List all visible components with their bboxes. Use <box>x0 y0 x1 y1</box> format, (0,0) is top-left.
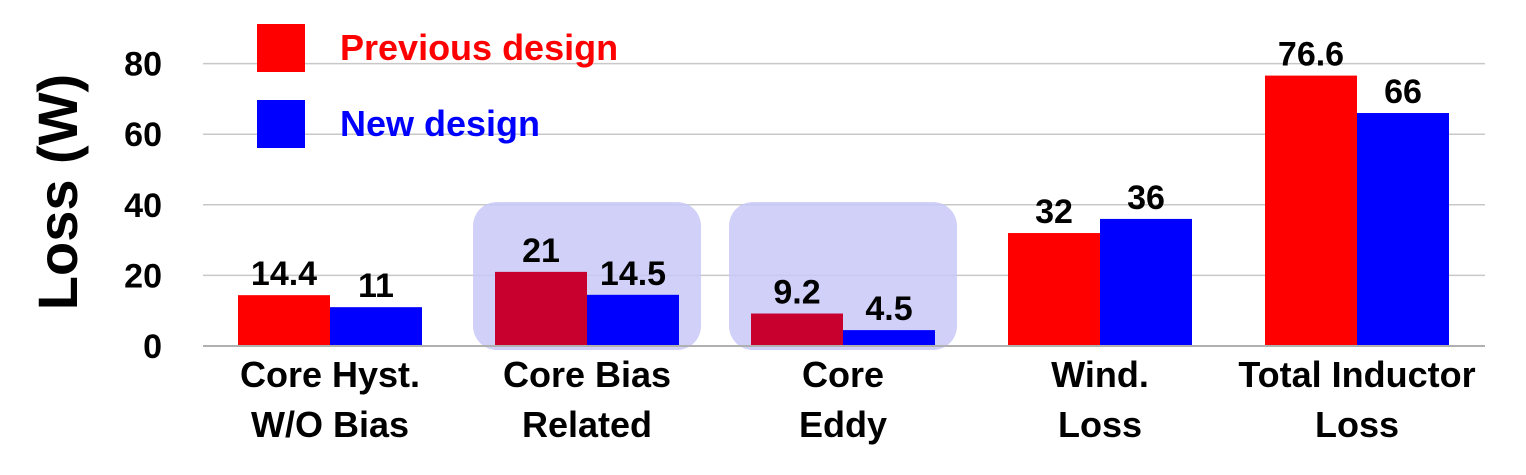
bar <box>1357 113 1449 347</box>
value-label: 4.5 <box>865 290 912 328</box>
y-tick-label: 20 <box>124 257 162 295</box>
bar <box>330 307 422 346</box>
category-label: Eddy <box>799 404 887 445</box>
category-label: Related <box>522 404 652 445</box>
legend-label: New design <box>340 103 540 144</box>
y-tick-label: 0 <box>143 328 162 366</box>
category-label: Wind. <box>1051 354 1149 395</box>
y-tick-label: 80 <box>124 46 162 84</box>
value-label: 11 <box>358 267 394 305</box>
y-tick-label: 60 <box>124 116 162 154</box>
legend-label: Previous design <box>340 27 618 68</box>
category-label: Loss <box>1315 404 1399 445</box>
value-label: 14.5 <box>600 255 666 293</box>
y-tick-label: 40 <box>124 187 162 225</box>
bar <box>1100 218 1192 346</box>
bar <box>495 271 587 346</box>
legend-swatch <box>257 24 305 72</box>
y-axis-label: Loss (W) <box>26 74 89 310</box>
legend-swatch <box>257 100 305 148</box>
bar <box>1008 233 1100 346</box>
bars <box>238 75 1449 347</box>
value-labels: 14.4 21 9.2 32 76.6 11 14.5 4.5 36 66 <box>251 36 1422 329</box>
category-label: Core <box>802 354 884 395</box>
category-label: Loss <box>1058 404 1142 445</box>
value-label: 36 <box>1127 179 1165 217</box>
legend: Previous design New design <box>257 24 618 148</box>
bar <box>751 313 843 346</box>
value-label: 9.2 <box>773 274 820 312</box>
category-label: Total Inductor <box>1238 354 1475 395</box>
bar <box>843 330 935 346</box>
bar <box>238 295 330 346</box>
value-label: 66 <box>1384 73 1422 111</box>
bar <box>587 294 679 346</box>
value-label: 21 <box>522 232 560 270</box>
value-label: 76.6 <box>1278 36 1344 74</box>
highlight-box <box>729 202 957 350</box>
value-label: 32 <box>1035 193 1073 231</box>
bar <box>1265 75 1357 347</box>
y-tick-labels: 0 20 40 60 80 <box>124 46 162 366</box>
value-label: 14.4 <box>251 255 317 293</box>
category-label: Core Bias <box>503 354 671 395</box>
category-labels: Core Hyst. W/O Bias Core Bias Related Core Ed… <box>240 354 1476 445</box>
category-label: W/O Bias <box>251 404 409 445</box>
category-label: Core Hyst. <box>240 354 420 395</box>
